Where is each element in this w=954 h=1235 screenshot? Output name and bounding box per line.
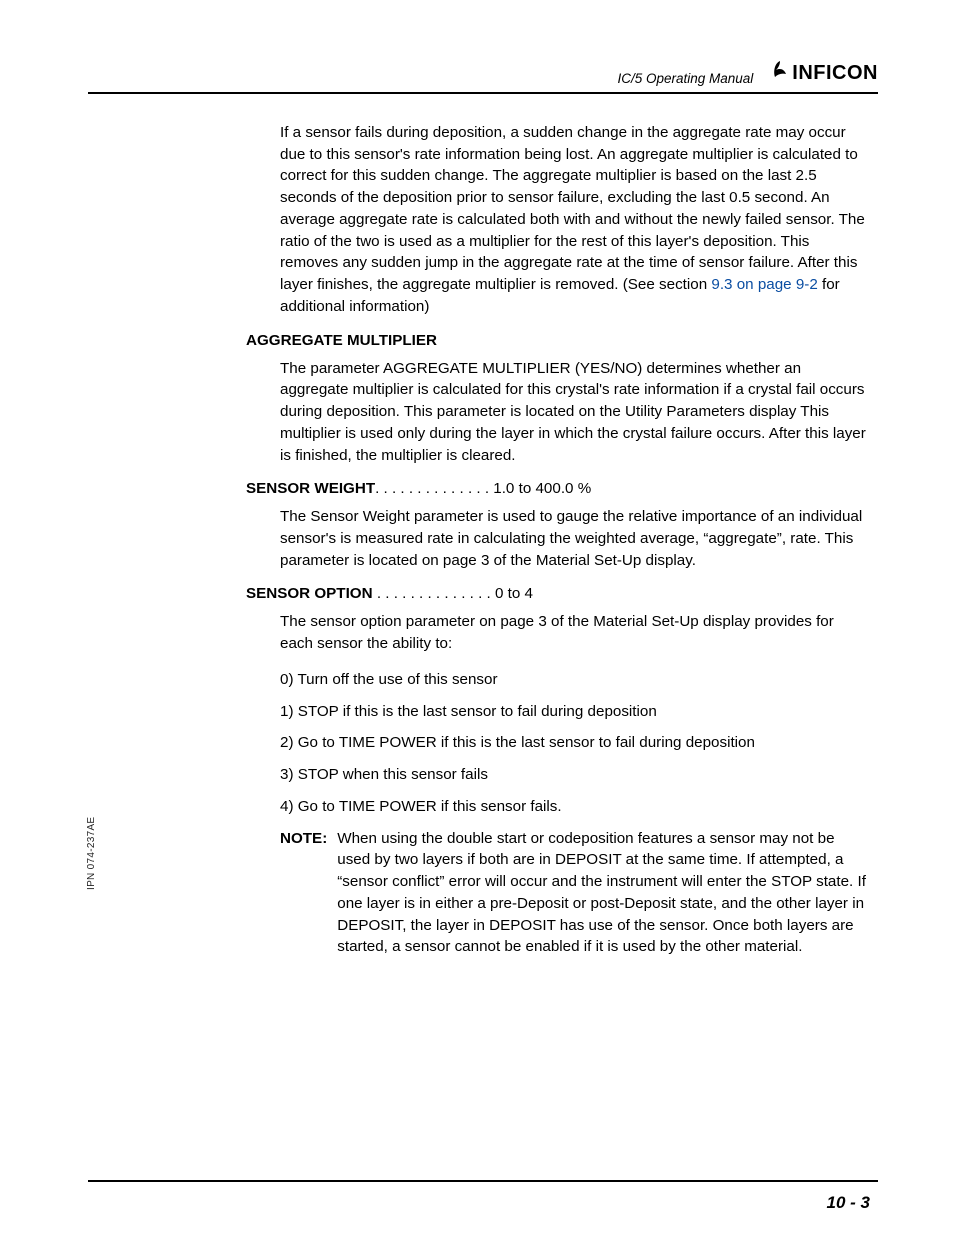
brand-name: INFICON	[792, 62, 878, 85]
sensor-weight-label: SENSOR WEIGHT	[246, 480, 375, 497]
aggregate-multiplier-body: The parameter AGGREGATE MULTIPLIER (YES/…	[280, 358, 870, 467]
footer-rule	[88, 1180, 878, 1182]
sensor-option-body: The sensor option parameter on page 3 of…	[280, 611, 870, 654]
sensor-option-value: 0 to 4	[491, 585, 533, 602]
note-body: When using the double start or codeposit…	[337, 828, 870, 958]
option-2: 2) Go to TIME POWER if this is the last …	[280, 732, 870, 754]
note-label: NOTE:	[280, 828, 337, 958]
dots: . . . . . . . . . . . . . .	[373, 585, 491, 602]
sensor-weight-value: 1.0 to 400.0 %	[489, 480, 591, 497]
sensor-weight-range: SENSOR WEIGHT. . . . . . . . . . . . . .…	[246, 480, 878, 497]
option-1: 1) STOP if this is the last sensor to fa…	[280, 701, 870, 723]
dots: . . . . . . . . . . . . . .	[375, 480, 489, 497]
page-number: 10 - 3	[827, 1193, 870, 1213]
sensor-weight-body: The Sensor Weight parameter is used to g…	[280, 506, 870, 571]
logo-icon	[771, 59, 789, 85]
ipn-side-text: IPN 074-237AE	[86, 817, 97, 890]
option-0: 0) Turn off the use of this sensor	[280, 669, 870, 691]
manual-title: IC/5 Operating Manual	[617, 71, 753, 88]
page-content: IC/5 Operating Manual INFICON If a senso…	[88, 58, 878, 968]
note-block: NOTE: When using the double start or cod…	[280, 828, 870, 958]
body-content: If a sensor fails during deposition, a s…	[88, 122, 878, 958]
sensor-option-range: SENSOR OPTION . . . . . . . . . . . . . …	[246, 585, 878, 602]
option-3: 3) STOP when this sensor fails	[280, 764, 870, 786]
option-4: 4) Go to TIME POWER if this sensor fails…	[280, 796, 870, 818]
brand-logo: INFICON	[771, 60, 878, 88]
intro-text: If a sensor fails during deposition, a s…	[280, 124, 865, 293]
sensor-option-label: SENSOR OPTION	[246, 585, 373, 602]
page-header: IC/5 Operating Manual INFICON	[88, 58, 878, 94]
cross-reference-link[interactable]: 9.3 on page 9-2	[711, 276, 817, 293]
intro-paragraph: If a sensor fails during deposition, a s…	[280, 122, 870, 318]
section-heading-aggregate-multiplier: AGGREGATE MULTIPLIER	[246, 332, 878, 349]
